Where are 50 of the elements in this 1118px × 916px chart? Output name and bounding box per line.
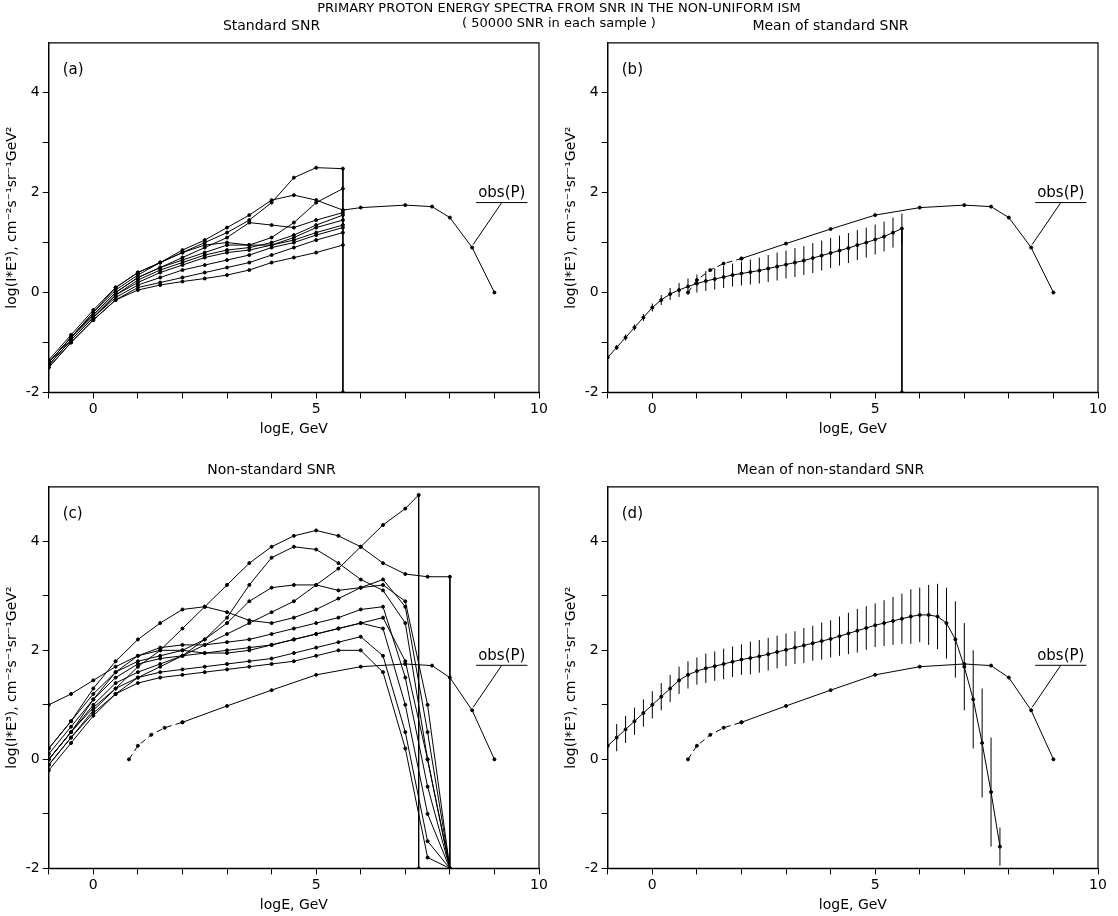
y-tick-label: 4 [589, 83, 599, 100]
x-tick-label: 5 [311, 876, 321, 893]
x-tick-label: 10 [530, 876, 548, 893]
chart-title: Mean of non-standard SNR [736, 461, 925, 478]
annotation: (a) [62, 60, 84, 79]
y-tick-label: 0 [589, 283, 599, 300]
x-axis-title: logE, GeV [259, 420, 329, 437]
y-tick-label: 2 [30, 183, 40, 200]
y-tick-label: 4 [589, 531, 599, 548]
y-axis-title: log(I*E³), cm⁻²s⁻¹sr⁻¹GeV² [562, 586, 579, 769]
y-tick-label: 2 [589, 640, 599, 657]
x-tick-label: 0 [647, 400, 657, 417]
y-axis-title: log(I*E³), cm⁻²s⁻¹sr⁻¹GeV² [562, 126, 579, 309]
x-tick-label: 5 [870, 400, 880, 417]
text: obs(P) [1037, 645, 1085, 664]
x-tick-label: 10 [1089, 400, 1107, 417]
annotation: (c) [62, 504, 83, 523]
x-axis-title: logE, GeV [259, 896, 329, 913]
y-axis-title: log(I*E³), cm⁻²s⁻¹sr⁻¹GeV² [3, 586, 20, 769]
x-tick-label: 10 [1089, 876, 1107, 893]
y-tick-label: 2 [30, 640, 40, 657]
x-tick-label: 0 [88, 876, 98, 893]
text: ( 50000 SNR in each sample ) [462, 15, 656, 30]
y-tick-label: 0 [589, 750, 599, 767]
y-tick-label: -2 [584, 859, 599, 876]
y-tick-label: 4 [30, 83, 40, 100]
text: obs(P) [1037, 182, 1085, 201]
y-tick-label: 2 [589, 183, 599, 200]
y-tick-label: -2 [584, 383, 599, 400]
y-tick-label: 4 [30, 531, 40, 548]
chart-title: Non-standard SNR [207, 461, 337, 478]
y-tick-label: -2 [25, 859, 40, 876]
y-tick-label: 0 [30, 283, 40, 300]
y-tick-label: -2 [25, 383, 40, 400]
x-tick-label: 0 [647, 876, 657, 893]
x-tick-label: 10 [530, 400, 548, 417]
x-tick-label: 0 [88, 400, 98, 417]
chart-title: Standard SNR [222, 17, 321, 34]
annotation: (b) [621, 60, 643, 79]
x-tick-label: 5 [311, 400, 321, 417]
x-axis-title: logE, GeV [818, 420, 888, 437]
chart-title: Mean of standard SNR [752, 17, 909, 34]
x-axis-title: logE, GeV [818, 896, 888, 913]
x-tick-label: 5 [870, 876, 880, 893]
y-tick-label: 0 [30, 750, 40, 767]
text: PRIMARY PROTON ENERGY SPECTRA FROM SNR IN THE NON-UNIFORM ISM [316, 0, 802, 15]
text: obs(P) [478, 182, 526, 201]
text: obs(P) [478, 645, 526, 664]
y-axis-title: log(I*E³), cm⁻²s⁻¹sr⁻¹GeV² [3, 126, 20, 309]
annotation: (d) [621, 504, 643, 523]
